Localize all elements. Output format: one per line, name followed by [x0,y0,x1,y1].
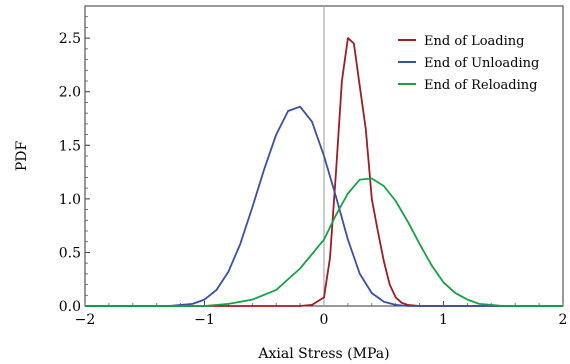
legend: End of Loading End of Unloading End of Rel… [398,34,539,93]
x-tick-label: −2 [75,312,96,328]
y-axis-ticks: 0.0 0.5 1.0 1.5 2.0 2.5 [59,16,90,315]
x-tick-label: −1 [194,312,215,328]
y-axis-title: PDF [14,141,30,172]
y-tick-label: 2.0 [59,85,81,101]
y-tick-label: 2.5 [59,31,81,47]
y-tick-label: 0.5 [59,245,81,261]
legend-label-3: End of Reloading [424,78,537,93]
x-tick-label: 2 [559,312,568,328]
y-tick-label: 0.0 [59,299,81,315]
y-tick-label: 1.0 [59,192,81,208]
series-line-3 [85,177,563,307]
x-axis-title: Axial Stress (MPa) [257,346,389,362]
legend-label-1: End of Loading [424,34,524,49]
legend-label-2: End of Unloading [424,56,539,71]
x-tick-label: 0 [320,312,329,328]
x-axis-ticks: −2 −1 0 1 2 [75,301,568,328]
series-line-2 [85,105,563,307]
y-tick-label: 1.5 [59,138,81,154]
x-tick-label: 1 [439,312,448,328]
series-line-1 [85,37,563,307]
series-layer [85,37,563,307]
